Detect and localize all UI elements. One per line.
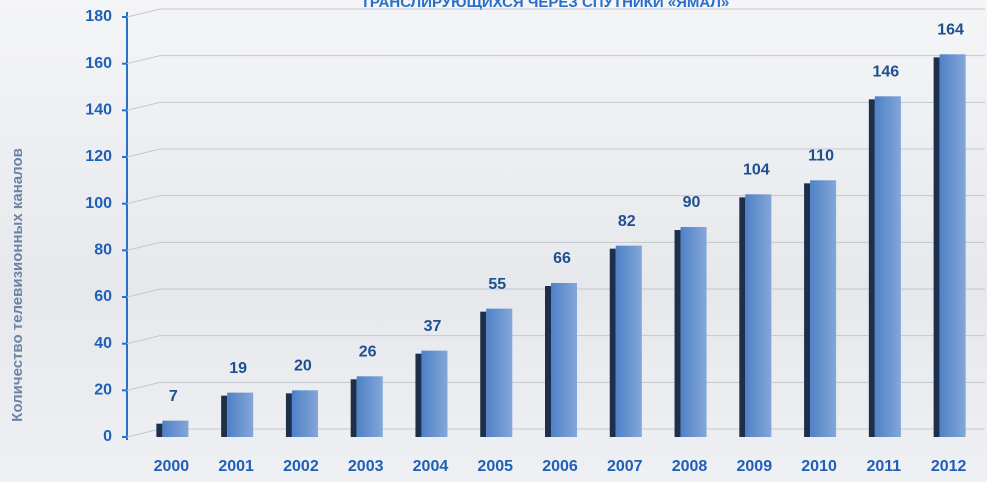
x-tick-label: 2003: [348, 458, 384, 475]
bar-group: [156, 421, 188, 437]
bar-side: [739, 197, 745, 437]
bar-side: [351, 379, 357, 437]
x-tick-label: 2001: [218, 458, 254, 475]
grid-line: [127, 242, 985, 250]
x-tick-label: 2012: [931, 458, 967, 475]
y-tick-label: 60: [94, 288, 112, 305]
bar-group: [351, 376, 383, 437]
x-tick-label: 2007: [607, 458, 643, 475]
y-tick-label: 180: [85, 8, 112, 25]
bar-side: [480, 312, 486, 437]
value-label: 104: [743, 162, 770, 179]
bar-shine: [486, 309, 512, 437]
value-label: 26: [359, 344, 377, 361]
bar-side: [804, 183, 810, 437]
y-tick-label: 100: [85, 195, 112, 212]
y-tick-label: 20: [94, 382, 112, 399]
x-tick-label: 2006: [542, 458, 578, 475]
value-label: 110: [808, 148, 834, 165]
grid-line: [127, 196, 985, 204]
x-tick-label: 2005: [477, 458, 513, 475]
grid-line: [127, 56, 985, 64]
bar-side: [221, 396, 227, 437]
y-axis-label: Количество телевизионных каналов: [9, 148, 26, 422]
x-tick-label: 2008: [672, 458, 708, 475]
value-label: 19: [229, 360, 247, 377]
value-label: 146: [872, 64, 899, 81]
x-tick-label: 2010: [801, 458, 837, 475]
bar-group: [480, 309, 512, 437]
chart: ТРАНСЛИРУЮЩИХСЯ ЧЕРЕЗ СПУТНИКИ «ЯМАЛ» Ко…: [0, 0, 987, 482]
y-tick-label: 160: [85, 55, 112, 72]
value-label: 66: [553, 250, 571, 267]
bar-side: [934, 57, 940, 437]
x-tick-label: 2009: [737, 458, 773, 475]
bar-shine: [421, 351, 447, 437]
value-label: 82: [618, 213, 636, 230]
grid-line: [127, 149, 985, 157]
x-tick-label: 2004: [413, 458, 449, 475]
value-label: 7: [169, 388, 178, 405]
bar-side: [545, 286, 551, 437]
y-tick-label: 120: [85, 148, 112, 165]
value-label: 90: [683, 194, 701, 211]
bar-group: [415, 351, 447, 437]
x-tick-label: 2011: [866, 458, 901, 475]
value-label: 37: [424, 318, 442, 335]
x-tick-label: 2002: [283, 458, 319, 475]
bar-shine: [810, 180, 836, 437]
bar-group: [934, 54, 966, 437]
bar-shine: [292, 390, 318, 437]
bar-group: [286, 390, 318, 437]
bar-shine: [875, 96, 901, 437]
bar-shine: [616, 246, 642, 437]
bar-side: [286, 393, 292, 437]
y-tick-label: 40: [94, 335, 112, 352]
bar-side: [610, 249, 616, 437]
bar-shine: [940, 54, 966, 437]
bar-side: [675, 230, 681, 437]
value-label: 20: [294, 358, 312, 375]
bar-shine: [551, 283, 577, 437]
bar-group: [739, 194, 771, 437]
y-tick-label: 140: [85, 102, 112, 119]
value-label: 55: [488, 276, 506, 293]
bar-group: [675, 227, 707, 437]
bar-shine: [357, 376, 383, 437]
bar-side: [415, 354, 421, 437]
bar-side: [156, 424, 162, 437]
bar-shine: [227, 393, 253, 437]
bar-group: [869, 96, 901, 437]
bar-shine: [681, 227, 707, 437]
value-label: 164: [937, 22, 964, 39]
y-tick-label: 0: [103, 428, 112, 445]
bar-group: [221, 393, 253, 437]
x-tick-label: 2000: [154, 458, 190, 475]
bar-side: [869, 99, 875, 437]
bar-group: [804, 180, 836, 437]
bar-shine: [162, 421, 188, 437]
bar-group: [610, 246, 642, 437]
bar-shine: [745, 194, 771, 437]
y-tick-label: 80: [94, 242, 112, 259]
grid-line: [127, 102, 985, 110]
bar-group: [545, 283, 577, 437]
